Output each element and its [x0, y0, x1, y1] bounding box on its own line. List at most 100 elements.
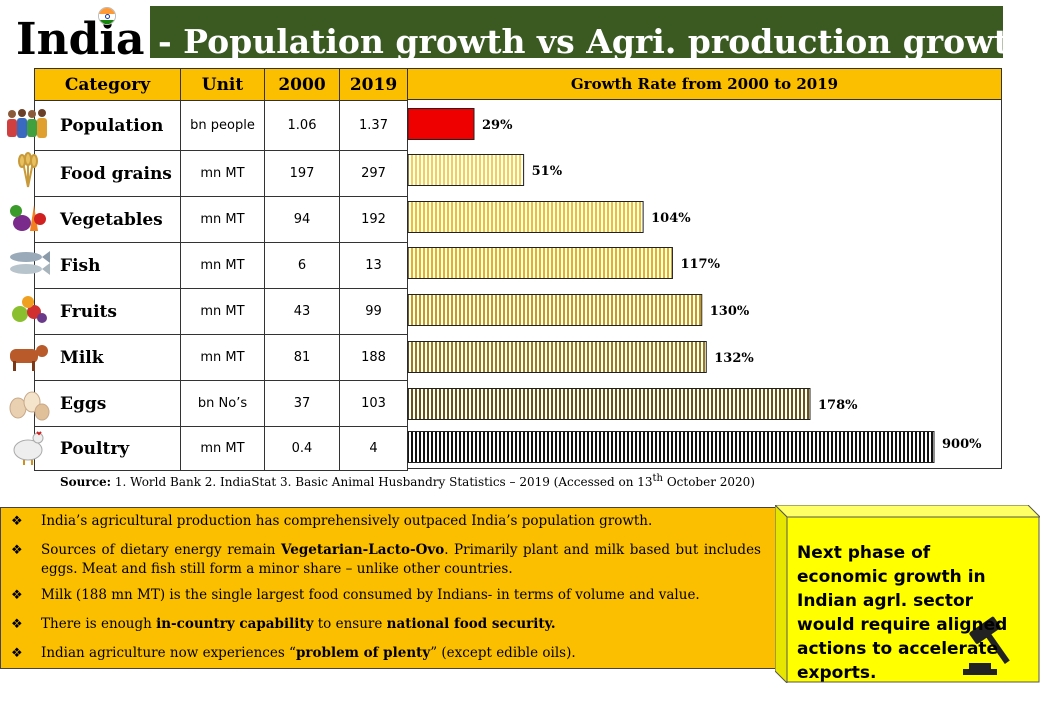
- fruits-icon: [12, 296, 47, 323]
- bar-milk: [407, 341, 707, 373]
- col-header-category: Category: [34, 68, 181, 101]
- value-2000-cell: 43: [264, 288, 340, 335]
- bar-eggs: [407, 388, 811, 420]
- table-row: Population bn people 1.06 1.37: [34, 100, 408, 151]
- value-2019-cell: 192: [339, 196, 408, 243]
- table-row: Fruits mn MT 43 99: [34, 288, 408, 335]
- value-2000-cell: 81: [264, 334, 340, 381]
- bar-food-grains: [407, 154, 525, 186]
- category-cell: Milk: [34, 334, 181, 381]
- value-2000-cell: 94: [264, 196, 340, 243]
- bullet-text: in-country capability: [156, 616, 314, 632]
- value-2000-cell: 6: [264, 242, 340, 289]
- source-label: Source:: [60, 475, 112, 489]
- bullet-diamond-icon: ❖: [11, 588, 23, 603]
- india-flag-icon: [98, 7, 116, 25]
- bar-data-label: 51%: [532, 164, 563, 179]
- vegetables-icon: [10, 205, 46, 231]
- value-2019-cell: 297: [339, 150, 408, 197]
- bullet-text: Vegetarian-Lacto-Ovo: [281, 542, 445, 558]
- category-cell: Fish: [34, 242, 181, 289]
- unit-cell: bn No’s: [180, 380, 265, 427]
- bullet-text: Sources of dietary energy remain: [41, 542, 282, 558]
- unit-cell: mn MT: [180, 334, 265, 381]
- table-row: Fish mn MT 6 13: [34, 242, 408, 289]
- table-row: Milk mn MT 81 188: [34, 334, 408, 381]
- value-2019-cell: 103: [339, 380, 408, 427]
- unit-cell: mn MT: [180, 196, 265, 243]
- value-2019-cell: 4: [339, 426, 408, 471]
- value-2019-cell: 1.37: [339, 100, 408, 151]
- bar-data-label: 900%: [942, 437, 982, 452]
- callout-text: Next phase of economic growth in Indian …: [797, 543, 1008, 683]
- col-header-unit: Unit: [180, 68, 265, 101]
- unit-cell: mn MT: [180, 426, 265, 471]
- bar-fish: [407, 247, 673, 279]
- unit-cell: mn MT: [180, 150, 265, 197]
- value-2000-cell: 37: [264, 380, 340, 427]
- bar-population: [407, 108, 475, 140]
- category-cell: Vegetables: [34, 196, 181, 243]
- source-sup: th: [652, 473, 663, 484]
- bullet-diamond-icon: ❖: [11, 617, 23, 632]
- value-2019-cell: 99: [339, 288, 408, 335]
- bar-data-label: 132%: [714, 351, 754, 366]
- table-row: Eggs bn No’s 37 103: [34, 380, 408, 427]
- cow-icon: [10, 345, 48, 371]
- bullet-text: Indian agriculture now experiences “: [41, 645, 296, 661]
- bullet-diamond-icon: ❖: [11, 646, 23, 661]
- source-note: Source: 1. World Bank 2. IndiaStat 3. Ba…: [60, 473, 755, 489]
- data-table: Category Unit 2000 2019 Population bn peo…: [34, 68, 408, 471]
- table-row: Food grains mn MT 197 297: [34, 150, 408, 197]
- value-2000-cell: 1.06: [264, 100, 340, 151]
- category-cell: Poultry: [34, 426, 181, 471]
- table-row: Poultry mn MT 0.4 4: [34, 426, 408, 471]
- fish-icon: [10, 251, 50, 275]
- col-header-2000: 2000: [264, 68, 340, 101]
- chart-area: [407, 99, 1002, 469]
- growth-bar-chart: 29% 51% 104% 117% 130% 132% 178% 900%: [407, 108, 982, 463]
- key-points-list: ❖ India’s agricultural production has com…: [0, 507, 776, 669]
- list-item: ❖ Indian agriculture now experiences “pro…: [11, 644, 761, 663]
- bullet-diamond-icon: ❖: [11, 514, 23, 529]
- wheat-icon: [18, 152, 38, 188]
- unit-cell: bn people: [180, 100, 265, 151]
- title-banner: [150, 6, 1003, 58]
- category-cell: Eggs: [34, 380, 181, 427]
- value-2000-cell: 0.4: [264, 426, 340, 471]
- bullet-text: India’s agricultural production has comp…: [41, 513, 653, 529]
- source-text: 1. World Bank 2. IndiaStat 3. Basic Anim…: [114, 475, 653, 489]
- table-row: Vegetables mn MT 94 192: [34, 196, 408, 243]
- value-2000-cell: 197: [264, 150, 340, 197]
- list-item: ❖ There is enough in-country capability t…: [11, 615, 761, 634]
- people-icon: [7, 109, 47, 138]
- bullet-text: ” (except edible oils).: [430, 645, 576, 661]
- unit-cell: mn MT: [180, 288, 265, 335]
- bullet-text: . Primarily plant and milk based but inc…: [41, 542, 761, 577]
- source-tail: October 2020): [663, 475, 755, 489]
- bullet-text: problem of plenty: [295, 645, 431, 661]
- bar-data-label: 104%: [651, 211, 691, 226]
- bar-data-label: 117%: [680, 257, 720, 272]
- hen-icon: [13, 431, 44, 465]
- bar-data-label: 29%: [482, 118, 513, 133]
- bar-fruits: [407, 294, 703, 326]
- bullet-diamond-icon: ❖: [11, 543, 23, 558]
- category-cell: Population: [34, 100, 181, 151]
- chart-title: Growth Rate from 2000 to 2019: [407, 68, 1002, 100]
- callout-box: [775, 505, 1040, 683]
- bar-data-label: 178%: [818, 398, 858, 413]
- value-2019-cell: 13: [339, 242, 408, 289]
- bar-vegetables: [407, 201, 644, 233]
- category-cell: Fruits: [34, 288, 181, 335]
- list-item: ❖ Sources of dietary energy remain Vegeta…: [11, 541, 761, 579]
- page-title: - Population growth vs Agri. production …: [158, 22, 1033, 61]
- bullet-text: to ensure: [313, 616, 387, 632]
- country-title: India: [16, 14, 145, 65]
- bullet-text: Milk (188 mn MT) is the single largest f…: [41, 587, 700, 603]
- bar-poultry: [407, 431, 935, 463]
- list-item: ❖ Milk (188 mn MT) is the single largest …: [11, 586, 761, 605]
- gavel-icon: [963, 616, 1010, 675]
- category-cell: Food grains: [34, 150, 181, 197]
- list-item: ❖ India’s agricultural production has com…: [11, 512, 761, 531]
